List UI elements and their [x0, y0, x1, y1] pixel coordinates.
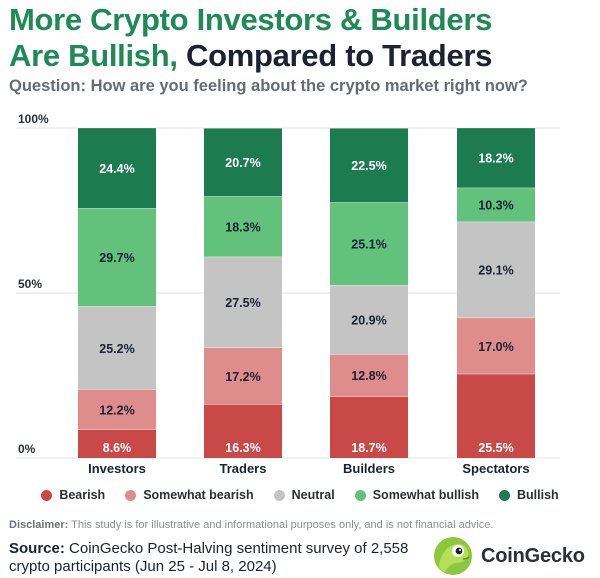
bar-segment: [457, 187, 535, 222]
bar-segment: [330, 285, 408, 355]
title-line-2-dark: Compared to Traders: [185, 38, 493, 73]
data-label: 18.2%: [478, 152, 513, 166]
legend-label: Bullish: [516, 488, 559, 502]
legend-item: Neutral: [273, 488, 335, 502]
stacked-bar-chart: 0% 50% 100% 8.6% 12.2% 25.2% 29.7% 24.4% Investo…: [16, 112, 560, 476]
data-label: 25.5%: [478, 441, 513, 455]
bar-segment: [457, 127, 535, 188]
legend-label: Somewhat bullish: [372, 488, 479, 502]
legend-item: Somewhat bearish: [125, 488, 254, 502]
legend-item: Bullish: [498, 488, 559, 502]
disclaimer: Disclaimer: This study is for illustrati…: [9, 519, 599, 531]
bar-segment: [78, 127, 156, 209]
survey-question: Question: How are you feeling about the …: [9, 77, 528, 95]
title-line-2-green: Are Bullish,: [9, 38, 178, 73]
data-label: 12.2%: [99, 403, 134, 417]
source-note: Source: CoinGecko Post-Halving sentiment…: [9, 540, 409, 576]
data-label: 17.2%: [225, 370, 260, 384]
x-tick-label: Traders: [220, 461, 267, 476]
x-tick-label: Spectators: [462, 461, 529, 476]
bar-segment: [204, 196, 282, 257]
legend-swatch-icon: [273, 489, 285, 501]
data-label: 29.1%: [478, 264, 513, 278]
title-line-1-text: More Crypto Investors & Builders: [9, 2, 493, 37]
source-label: Source:: [9, 540, 65, 557]
source-text: CoinGecko Post-Halving sentiment survey …: [9, 540, 409, 575]
data-label: 20.9%: [351, 314, 386, 328]
data-label: 29.7%: [99, 251, 134, 265]
legend-swatch-icon: [125, 489, 137, 501]
bar-segment: [457, 221, 535, 318]
bar-segment: [78, 429, 156, 458]
brand-name: CoinGecko: [481, 544, 585, 567]
bar-segment: [330, 354, 408, 397]
legend-item: Somewhat bullish: [354, 488, 479, 502]
bar-segment: [330, 396, 408, 458]
x-tick-label: Investors: [88, 461, 146, 476]
data-label: 27.5%: [225, 296, 260, 310]
bar-segment: [78, 208, 156, 307]
data-label: 25.2%: [99, 342, 134, 356]
bar-segment: [204, 128, 282, 197]
y-tick-label: 0%: [18, 442, 36, 456]
bar-segment: [78, 306, 156, 390]
bar-segment: [330, 202, 408, 286]
data-label: 24.4%: [99, 162, 134, 176]
y-tick-label: 50%: [18, 277, 42, 291]
legend-swatch-icon: [41, 489, 53, 501]
legend-swatch-icon: [354, 489, 366, 501]
bar-segment: [78, 389, 156, 430]
data-label: 20.7%: [225, 156, 260, 170]
data-label: 10.3%: [478, 199, 513, 213]
data-label: 25.1%: [351, 238, 386, 252]
bar-segment: [204, 256, 282, 348]
data-label: 22.5%: [351, 159, 386, 173]
legend-label: Somewhat bearish: [143, 488, 254, 502]
bar-segment: [204, 404, 282, 458]
data-label: 17.0%: [478, 340, 513, 354]
legend-label: Bearish: [59, 488, 106, 502]
y-tick-label: 100%: [18, 112, 49, 126]
chart-title: More Crypto Investors & Builders Are Bul…: [9, 2, 599, 74]
coingecko-logo: CoinGecko: [433, 536, 585, 576]
data-label: 18.7%: [351, 441, 386, 455]
bar-segment: [457, 317, 535, 374]
bar-segment: [330, 128, 408, 203]
gecko-logo-icon: [434, 537, 472, 575]
bar-segment: [204, 347, 282, 405]
legend-label: Neutral: [291, 488, 335, 502]
disclaimer-label: Disclaimer:: [9, 519, 69, 531]
title-line-1: More Crypto Investors & Builders: [9, 2, 599, 38]
x-tick-label: Builders: [343, 461, 395, 476]
data-label: 16.3%: [225, 441, 260, 455]
legend-swatch-icon: [498, 489, 510, 501]
title-line-2: Are Bullish, Compared to Traders: [9, 38, 599, 74]
data-label: 8.6%: [103, 441, 132, 455]
legend-item: Bearish: [41, 488, 105, 502]
data-label: 12.8%: [351, 369, 386, 383]
data-label: 18.3%: [225, 221, 260, 235]
chart-legend: Bearish Somewhat bearish Neutral Somewhat b…: [0, 488, 600, 502]
bar-segment: [457, 373, 535, 458]
disclaimer-text: This study is for illustrative and infor…: [71, 519, 494, 531]
